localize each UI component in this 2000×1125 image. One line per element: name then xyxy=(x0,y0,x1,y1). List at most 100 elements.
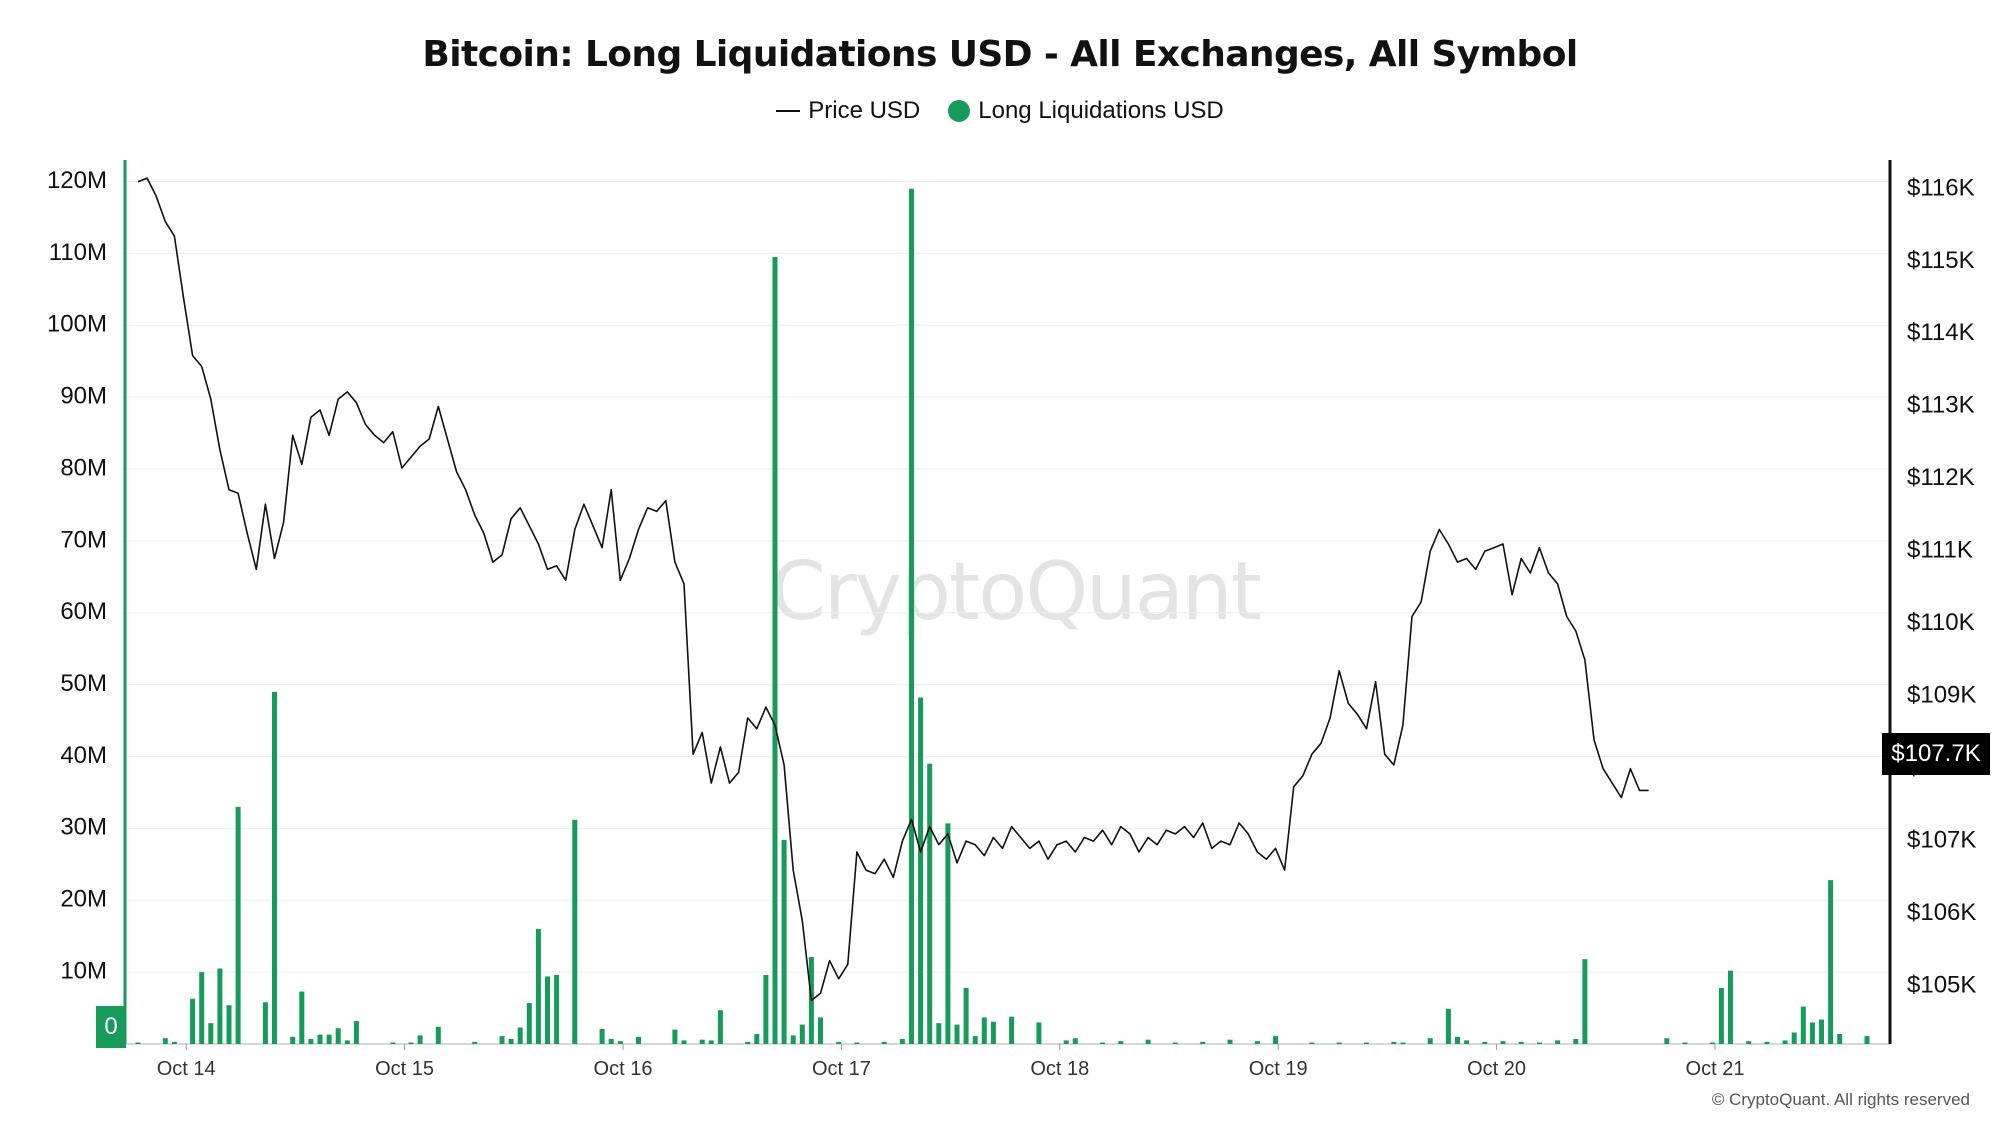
right-axis-tick-label: $107K xyxy=(1907,826,1976,853)
liquidation-bar xyxy=(1518,1041,1524,1044)
liquidation-bar xyxy=(317,1034,323,1044)
liquidation-bar xyxy=(717,1010,723,1044)
liquidation-bar xyxy=(517,1027,523,1044)
liquidation-bar xyxy=(790,1035,796,1044)
chart-legend: Price USD Long Liquidations USD xyxy=(0,97,2000,125)
liquidation-bar xyxy=(1118,1041,1124,1044)
liquidation-bar xyxy=(954,1024,960,1044)
liquidation-bar xyxy=(1172,1042,1178,1044)
liquidation-bar xyxy=(526,1003,532,1044)
liquidation-bar xyxy=(1391,1041,1397,1044)
liquidation-bar xyxy=(499,1036,505,1044)
liquidation-bar xyxy=(699,1039,705,1044)
liquidation-bar xyxy=(1809,1022,1815,1044)
liquidation-bar xyxy=(708,1040,714,1044)
liquidation-bar xyxy=(1455,1036,1460,1044)
liquidation-bar xyxy=(290,1036,296,1044)
liquidation-bar xyxy=(981,1017,987,1044)
liquidation-bar xyxy=(918,697,924,1044)
liquidation-bar xyxy=(899,1038,905,1044)
liquidation-bar xyxy=(344,1040,350,1044)
x-axis-tick-label: Oct 19 xyxy=(1249,1058,1308,1080)
right-axis-tick-label: $116K xyxy=(1907,174,1975,201)
legend-label-liquidations: Long Liquidations USD xyxy=(978,97,1224,124)
liquidation-bar xyxy=(1864,1036,1870,1044)
liquidation-bar xyxy=(217,968,223,1044)
liquidation-bar xyxy=(1063,1040,1069,1044)
liquidation-bar xyxy=(681,1040,687,1044)
left-axis-tick-label: 120M xyxy=(47,167,107,194)
liquidation-bar xyxy=(1728,970,1733,1044)
liquidation-bar xyxy=(781,839,787,1044)
left-axis-tick-label: 50M xyxy=(60,670,107,697)
copyright-notice: © CryptoQuant. All rights reserved xyxy=(1711,1090,1970,1109)
left-axis-tick-label: 10M xyxy=(60,957,107,984)
liquidation-bar xyxy=(262,1002,268,1044)
liquidation-bar xyxy=(927,763,933,1044)
liquidation-bar xyxy=(545,976,550,1044)
left-axis-tick-label: 20M xyxy=(60,886,107,913)
liquidation-bar xyxy=(799,1024,805,1044)
x-axis-tick-label: Oct 21 xyxy=(1686,1058,1745,1080)
liquidation-bar xyxy=(1800,1006,1806,1044)
liquidation-bar xyxy=(945,823,951,1044)
liquidation-bar xyxy=(1464,1040,1470,1044)
liquidation-bar xyxy=(408,1042,414,1044)
right-axis-tick-label: $110K xyxy=(1907,609,1975,636)
liquidation-bar xyxy=(881,1041,887,1044)
zero-label-badge: 0 xyxy=(96,1006,126,1048)
liquidation-bar xyxy=(672,1029,678,1044)
liquidation-bar xyxy=(135,1042,141,1044)
liquidation-bar xyxy=(1309,1042,1315,1044)
liquidation-bar xyxy=(435,1026,441,1044)
left-axis-tick-label: 60M xyxy=(60,598,107,625)
x-axis-tick-label: Oct 18 xyxy=(1030,1058,1089,1080)
left-axis-tick-label: 70M xyxy=(60,526,107,553)
left-axis-tick-label: 80M xyxy=(60,454,107,481)
liquidation-bar xyxy=(1273,1036,1278,1044)
left-axis-tick-label: 100M xyxy=(47,311,107,338)
liquidation-bar xyxy=(1445,1008,1451,1044)
legend-label-price: Price USD xyxy=(808,97,921,124)
liquidation-bar xyxy=(1536,1042,1542,1044)
liquidation-bar xyxy=(636,1036,641,1044)
left-axis-tick-label: 40M xyxy=(60,742,107,769)
liquidation-bar xyxy=(1819,1019,1824,1044)
liquidation-bar xyxy=(599,1028,605,1044)
legend-item-liquidations[interactable]: Long Liquidations USD xyxy=(920,97,1224,125)
liquidation-bar xyxy=(1837,1033,1843,1044)
liquidation-bar xyxy=(208,1023,214,1044)
liquidation-bar xyxy=(1573,1038,1579,1044)
right-axis-tick-label: $111K xyxy=(1907,537,1973,564)
liquidation-bar xyxy=(1254,1041,1260,1044)
price-line xyxy=(137,177,1649,1002)
liquidation-bar xyxy=(1100,1042,1106,1044)
x-axis-tick-label: Oct 17 xyxy=(812,1058,871,1080)
liquidation-bar xyxy=(390,1042,396,1044)
liquidation-bar xyxy=(1145,1039,1151,1044)
liquidation-bar xyxy=(1791,1032,1797,1044)
liquidation-bar xyxy=(199,972,205,1044)
x-axis-tick-label: Oct 20 xyxy=(1467,1058,1526,1080)
liquidation-bar xyxy=(1828,880,1834,1044)
legend-item-price[interactable]: Price USD xyxy=(776,97,920,125)
left-axis-tick-label: 30M xyxy=(60,814,107,841)
liquidation-bar xyxy=(1582,959,1588,1044)
liquidation-bar xyxy=(617,1041,623,1044)
liquidation-bar xyxy=(972,1036,978,1044)
liquidation-bar xyxy=(299,991,305,1044)
liquidation-bar xyxy=(772,257,778,1044)
liquidation-bar xyxy=(1555,1040,1561,1044)
liquidation-bar xyxy=(535,929,541,1044)
liquidation-bar xyxy=(1200,1041,1206,1044)
liquidation-bar xyxy=(472,1041,478,1044)
watermark: CryptoQuant xyxy=(770,545,1262,638)
chart-title: Bitcoin: Long Liquidations USD - All Exc… xyxy=(422,34,1578,75)
liquidation-bar xyxy=(1746,1041,1752,1044)
liquidation-bar xyxy=(909,188,914,1044)
right-axis-tick-label: $114K xyxy=(1907,319,1975,346)
liquidation-bar xyxy=(1227,1039,1233,1044)
liquidation-bar xyxy=(754,1033,760,1044)
right-axis-tick-label: $105K xyxy=(1907,971,1976,998)
left-axis-tick-label: 110M xyxy=(49,239,107,266)
